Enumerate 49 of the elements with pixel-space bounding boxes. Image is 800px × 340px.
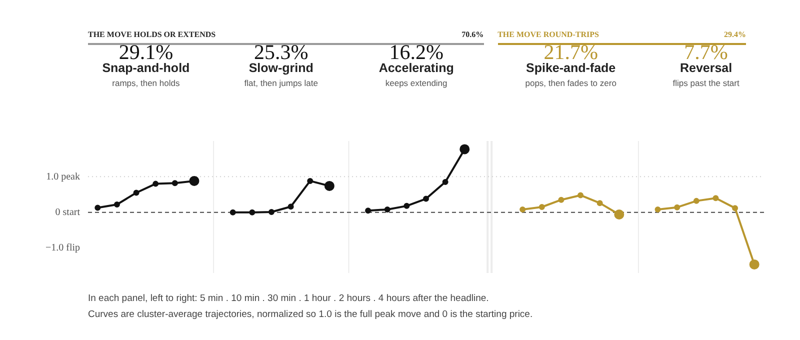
text: 29.1% xyxy=(118,40,174,64)
text: flat, then jumps late xyxy=(243,78,319,89)
point xyxy=(365,208,372,214)
text: ramps, then holds xyxy=(111,78,181,89)
point xyxy=(384,206,390,212)
point xyxy=(712,195,719,202)
text: 29.4% xyxy=(724,30,746,40)
point xyxy=(94,204,101,211)
point xyxy=(423,196,429,202)
point xyxy=(133,190,140,196)
text: 70.6% xyxy=(462,30,484,40)
text: THE MOVE ROUND-TRIPS xyxy=(498,30,599,40)
text: keeps extending xyxy=(384,78,448,89)
y-tick-label: 0 start xyxy=(55,206,80,218)
point xyxy=(442,179,448,186)
text: Snap-and-hold xyxy=(101,61,191,76)
point xyxy=(230,209,236,216)
point xyxy=(172,180,178,186)
text: In each panel, left to right: 5 min . 10 min . 30 min . 1 hour . 2 hours . 4 hours after the headline. xyxy=(88,293,489,304)
point xyxy=(249,209,256,216)
text: 25.3% xyxy=(254,40,308,64)
text: 16.2% xyxy=(389,40,444,64)
text: Accelerating xyxy=(378,61,455,76)
text: THE MOVE HOLDS OR EXTENDS xyxy=(88,30,216,40)
point xyxy=(404,202,410,209)
point xyxy=(114,202,120,208)
point xyxy=(288,204,294,210)
text: Spike-and-fade xyxy=(525,61,617,76)
text: 21.7% xyxy=(544,40,598,64)
y-tick-label: −1.0 flip xyxy=(45,242,80,254)
point xyxy=(596,200,603,206)
point xyxy=(307,178,314,184)
text: 7.7% xyxy=(684,40,728,64)
point xyxy=(654,206,661,212)
text: flips past the start xyxy=(672,78,740,89)
point xyxy=(732,205,738,212)
point xyxy=(520,206,526,212)
point xyxy=(538,204,545,210)
y-tick-label: 1.0 peak xyxy=(46,171,80,182)
text: Curves are cluster-average trajectories, normalized so 1.0 is the full peak move and 0 is the starting price. xyxy=(88,309,533,320)
point xyxy=(152,180,159,187)
text: Slow-grind xyxy=(248,61,314,76)
text: pops, then fades to zero xyxy=(524,78,618,89)
point xyxy=(674,204,680,210)
point xyxy=(578,192,584,198)
point xyxy=(268,208,274,215)
text: Reversal xyxy=(678,61,734,76)
point xyxy=(558,196,564,203)
point xyxy=(693,198,700,204)
